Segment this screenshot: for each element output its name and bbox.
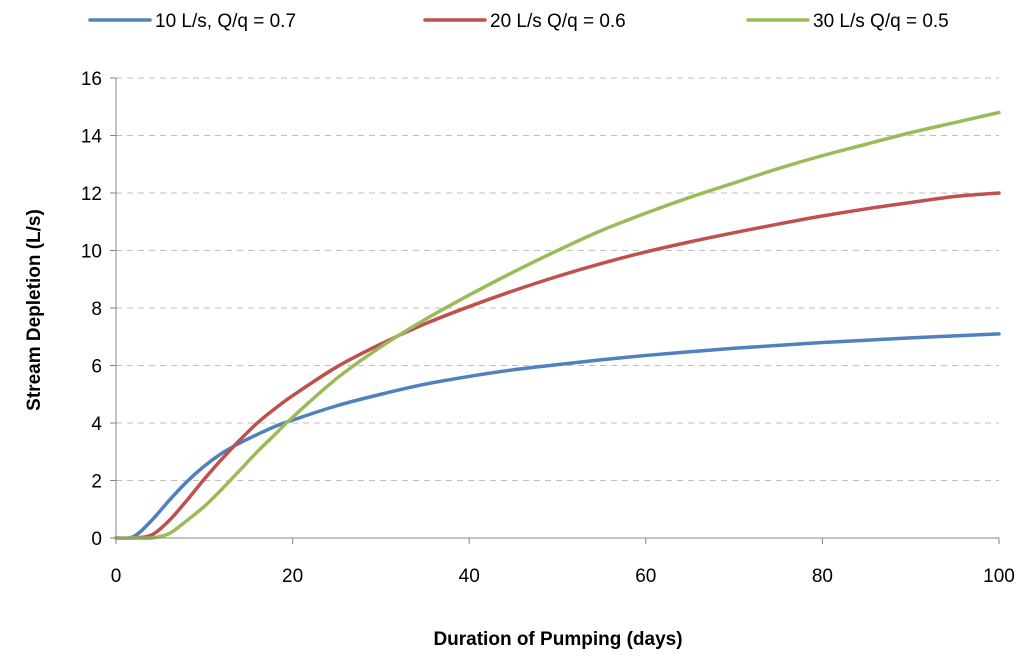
y-tick-label: 0 — [91, 529, 102, 550]
gridlines — [116, 77, 999, 481]
series-line-3 — [114, 110, 1001, 541]
y-tick-label: 4 — [91, 414, 102, 435]
series-line-1 — [114, 332, 1001, 541]
y-tick-label: 6 — [91, 357, 102, 378]
x-tick-label: 80 — [812, 566, 833, 587]
x-tick-label: 60 — [635, 566, 656, 587]
x-tick-label: 0 — [111, 566, 122, 587]
tick-labels: 0 2 4 6 8 10 12 14 16 0 20 40 60 80 100 — [81, 69, 1015, 587]
plot-lines — [114, 110, 1001, 541]
y-tick-label: 8 — [91, 299, 102, 320]
axes — [110, 77, 1000, 544]
y-tick-label: 12 — [81, 184, 102, 205]
x-tick-label: 20 — [282, 566, 303, 587]
legend-label-1: 10 L/s, Q/q = 0.7 — [155, 11, 296, 32]
series-line-2 — [114, 191, 1001, 540]
y-tick-label: 14 — [81, 127, 103, 148]
y-axis-title: Stream Depletion (L/s) — [24, 209, 45, 411]
y-tick-label: 10 — [81, 242, 102, 263]
legend-label-2: 20 L/s Q/q = 0.6 — [490, 11, 626, 32]
x-tick-label: 100 — [983, 566, 1015, 587]
legend: 10 L/s, Q/q = 0.7 20 L/s Q/q = 0.6 30 L/s … — [88, 11, 949, 32]
x-axis-title: Duration of Pumping (days) — [433, 629, 682, 650]
y-tick-label: 2 — [91, 472, 102, 493]
x-tick-label: 40 — [459, 566, 480, 587]
legend-label-3: 30 L/s Q/q = 0.5 — [813, 11, 949, 32]
y-tick-label: 16 — [81, 69, 102, 90]
